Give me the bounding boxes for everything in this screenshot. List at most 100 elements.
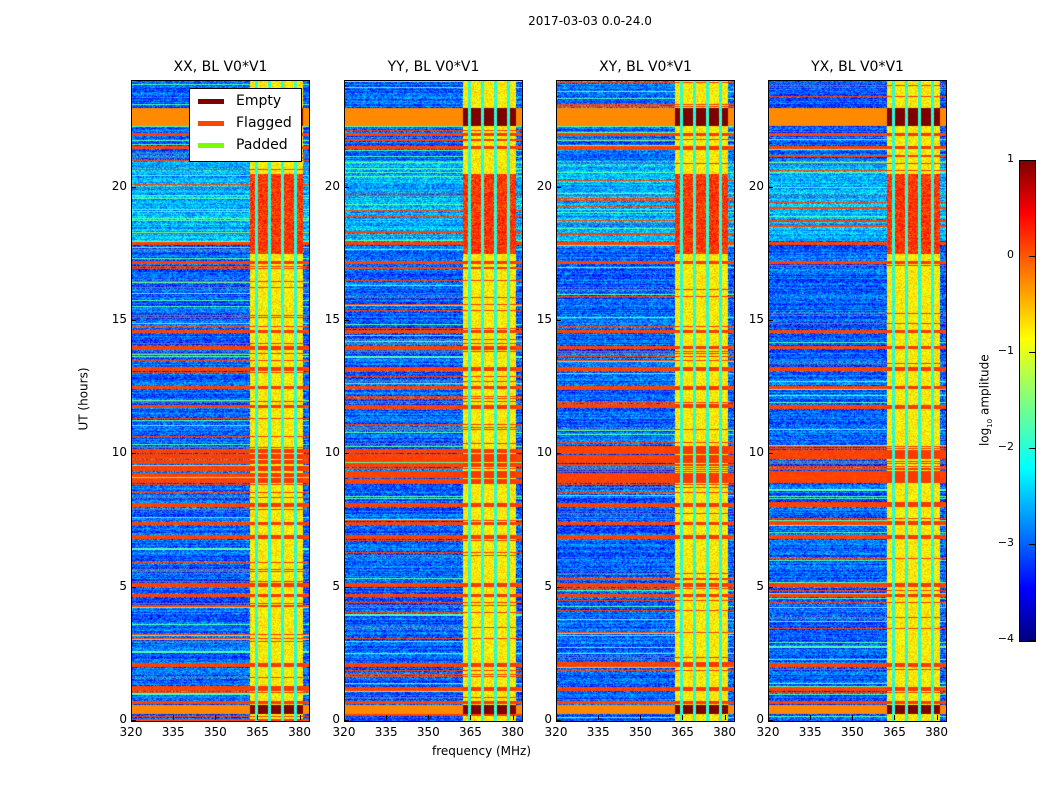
x-tick-mark — [640, 715, 642, 720]
x-tick-label: 335 — [586, 725, 610, 739]
y-tick-mark — [131, 720, 136, 721]
x-tick-label: 380 — [288, 725, 312, 739]
y-tick-label: 5 — [119, 578, 127, 593]
legend-label: Padded — [236, 137, 288, 153]
x-tick-label: 320 — [544, 725, 568, 739]
y-tick-label: 10 — [111, 445, 127, 460]
y-tick-mark — [768, 186, 773, 188]
x-tick-label: 380 — [713, 725, 737, 739]
y-tick-label: 0 — [332, 712, 340, 726]
panel-title: XX, BL V0*V1 — [173, 59, 268, 75]
y-tick-mark — [768, 586, 773, 588]
y-tick-label: 15 — [111, 312, 127, 326]
spectrogram-panel-2: YY, BL V0*V1 — [344, 59, 523, 722]
x-tick-label: 320 — [119, 725, 143, 739]
colorbar — [1019, 160, 1036, 642]
legend-swatch-flagged — [198, 120, 224, 126]
y-tick-mark — [344, 586, 349, 588]
figure-title: 2017-03-03 0.0-24.0 — [528, 14, 652, 28]
y-tick-label: 10 — [536, 445, 552, 460]
y-tick-label: 20 — [536, 178, 552, 193]
legend-label: Empty — [236, 93, 282, 109]
x-tick-mark — [768, 715, 769, 720]
y-tick-mark — [768, 453, 773, 455]
spectrogram-image — [557, 81, 734, 721]
legend: Empty Flagged Padded — [189, 88, 302, 162]
spectrogram-panel-4: YX, BL V0*V1 — [768, 59, 947, 722]
y-tick-mark — [131, 586, 136, 588]
x-tick-mark — [344, 715, 345, 720]
x-tick-mark — [470, 715, 472, 720]
y-tick-label: 15 — [536, 312, 552, 326]
y-tick-mark — [556, 586, 561, 588]
y-tick-mark — [131, 186, 136, 188]
y-tick-mark — [344, 186, 349, 188]
x-tick-mark — [556, 715, 557, 720]
x-tick-mark — [428, 715, 430, 720]
x-tick-mark — [894, 715, 896, 720]
x-tick-mark — [257, 715, 259, 720]
y-tick-label: 20 — [111, 178, 127, 193]
x-tick-mark — [131, 715, 132, 720]
x-tick-label: 365 — [458, 725, 482, 739]
x-tick-mark — [682, 715, 684, 720]
x-tick-label: 350 — [628, 725, 652, 739]
colorbar-tick-label: 1 — [1007, 152, 1014, 165]
x-tick-label: 320 — [332, 725, 356, 739]
y-tick-mark — [131, 453, 136, 455]
y-tick-label: 15 — [324, 312, 340, 326]
colorbar-tick-mark — [1029, 544, 1035, 545]
colorbar-tick-label: 0 — [1007, 248, 1014, 261]
y-tick-mark — [768, 320, 773, 321]
y-tick-mark — [131, 320, 136, 321]
x-tick-label: 320 — [756, 725, 780, 739]
x-tick-label: 380 — [925, 725, 949, 739]
spectrogram-image — [132, 81, 309, 721]
x-tick-label: 335 — [374, 725, 398, 739]
spectrogram-panel-3: XY, BL V0*V1 — [556, 59, 735, 722]
x-tick-label: 350 — [416, 725, 440, 739]
x-tick-mark — [724, 715, 726, 720]
x-tick-mark — [810, 715, 812, 720]
y-tick-mark — [768, 720, 773, 721]
y-tick-mark — [556, 453, 561, 455]
y-tick-label: 10 — [748, 445, 764, 460]
legend-entry-padded: Padded — [198, 135, 288, 155]
x-tick-mark — [386, 715, 388, 720]
x-tick-mark — [215, 715, 217, 720]
legend-swatch-padded — [198, 142, 224, 148]
spectrogram-panel-1: XX, BL V0*V1 — [131, 59, 310, 722]
y-tick-mark — [556, 320, 561, 321]
x-tick-label: 335 — [161, 725, 185, 739]
y-tick-label: 0 — [119, 712, 127, 726]
y-tick-label: 15 — [748, 312, 764, 326]
y-tick-mark — [556, 720, 561, 721]
x-tick-label: 365 — [670, 725, 694, 739]
y-tick-mark — [344, 320, 349, 321]
colorbar-tick-label: −4 — [997, 632, 1014, 645]
x-tick-label: 350 — [840, 725, 864, 739]
colorbar-tick-mark — [1029, 640, 1035, 641]
colorbar-tick-mark — [1029, 448, 1035, 449]
colorbar-label: log10 amplitude — [977, 354, 995, 447]
x-axis-label: frequency (MHz) — [432, 744, 532, 758]
x-tick-label: 350 — [203, 725, 227, 739]
y-tick-label: 20 — [748, 178, 764, 193]
y-tick-mark — [556, 186, 561, 188]
y-tick-label: 5 — [544, 578, 552, 593]
y-tick-label: 20 — [324, 178, 340, 193]
y-tick-label: 10 — [324, 445, 340, 460]
spectrogram-image — [345, 81, 522, 721]
x-tick-mark — [173, 715, 175, 720]
x-tick-label: 335 — [798, 725, 822, 739]
x-tick-mark — [852, 715, 854, 720]
legend-entry-empty: Empty — [198, 91, 281, 111]
legend-label: Flagged — [236, 115, 292, 131]
panel-title: YY, BL V0*V1 — [387, 59, 480, 75]
colorbar-tick-label: −2 — [997, 440, 1014, 453]
legend-entry-flagged: Flagged — [198, 113, 292, 133]
colorbar-tick-mark — [1029, 160, 1035, 161]
colorbar-tick-label: −3 — [997, 536, 1014, 549]
y-tick-label: 5 — [756, 578, 764, 593]
